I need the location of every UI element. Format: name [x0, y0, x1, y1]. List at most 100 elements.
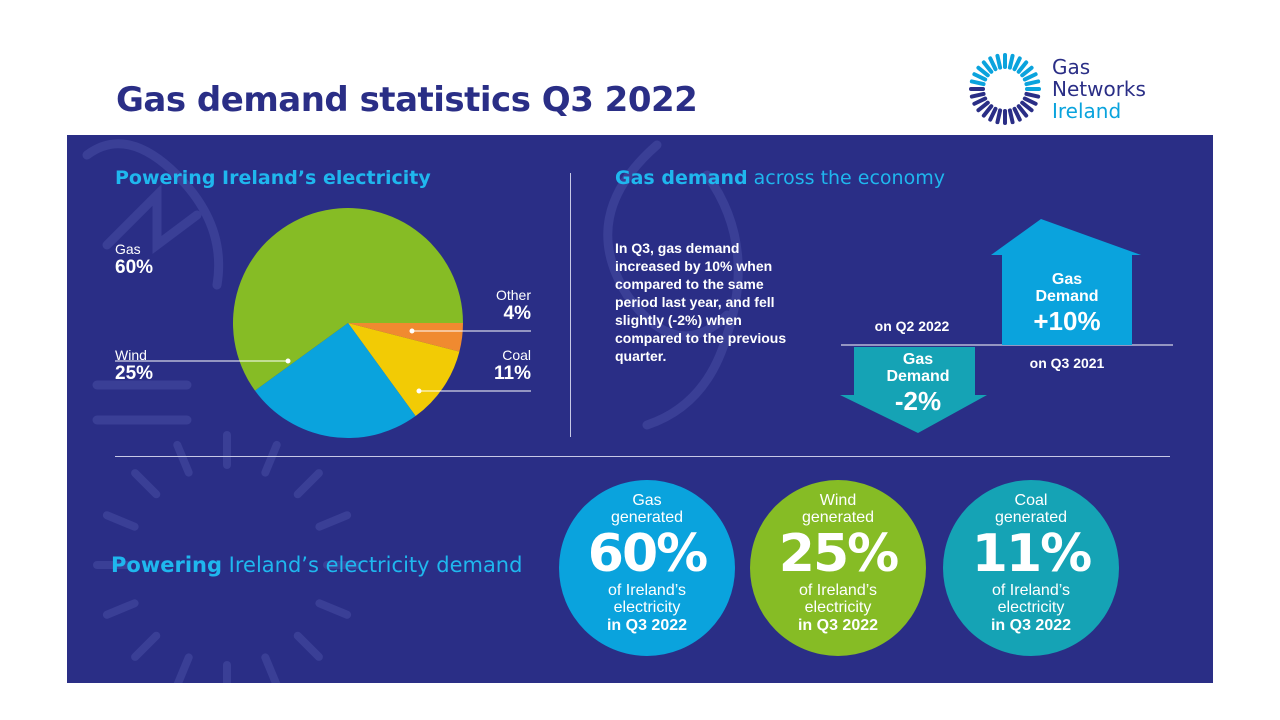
logo-tick: [1022, 96, 1038, 106]
pie-slice-wind: [254, 323, 416, 438]
pie-label-gas: Gas 60%: [115, 241, 153, 279]
pie-label-coal: Coal 11%: [471, 347, 531, 385]
logo-tick: [1022, 72, 1038, 82]
logo-tick: [1016, 60, 1029, 74]
logo-tick: [995, 53, 1003, 70]
logo-tick: [972, 96, 988, 106]
logo-ring-icon: [969, 53, 1041, 125]
logo-tick: [976, 65, 990, 78]
logo-tick: [1016, 104, 1029, 118]
pie-section-title: Powering Ireland’s electricity: [115, 167, 431, 189]
sun-ray: [293, 631, 323, 661]
down-arrow-value: -2%: [894, 386, 942, 416]
demand-section-title: Gas demand across the economy: [615, 167, 945, 189]
pie-label-other: Other 4%: [471, 287, 531, 325]
logo-tick: [1012, 106, 1022, 122]
pie-label-gas-value: 60%: [115, 257, 154, 278]
gas-circle-line1: Gas: [632, 492, 662, 509]
coal-circle-line5: in Q3 2022: [990, 617, 1072, 634]
pie-slice-coal: [348, 323, 460, 417]
bottom-section-title: Powering Ireland’s electricity demand: [111, 553, 523, 577]
pie-chart: [115, 207, 531, 438]
wind-circle-line4: electricity: [804, 599, 872, 616]
leader-gas-dot: [285, 358, 291, 364]
sun-ray: [131, 631, 161, 661]
sun-ray: [315, 511, 352, 531]
coal-circle-line4: electricity: [997, 599, 1065, 616]
sun-ray: [173, 653, 193, 683]
horizontal-divider: [115, 456, 1170, 457]
logo-tick: [1020, 65, 1034, 78]
demand-description: In Q3, gas demand increased by 10% when …: [615, 240, 787, 364]
logo-tick: [995, 108, 1003, 125]
coal-stat-circle: Coal generated 11% of Ireland’s electric…: [943, 480, 1119, 656]
background-decoration: [82, 139, 743, 683]
sun-ray: [261, 440, 281, 477]
coal-circle-line1: Coal: [1014, 492, 1048, 509]
down-arrow-text: Gas Demand -2%: [853, 351, 983, 417]
wind-circle-line2: generated: [801, 509, 875, 526]
page-title: Gas demand statistics Q3 2022: [116, 80, 698, 120]
pie-label-gas-name: Gas: [115, 241, 141, 257]
infographic-panel: Powering Ireland’s electricity Gas 60% W…: [67, 135, 1213, 683]
logo-tick: [988, 106, 998, 122]
logo-tick: [969, 79, 986, 87]
wind-circle-line1: Wind: [819, 492, 857, 509]
logo-line-1: Gas: [1052, 55, 1091, 79]
coal-circle-value: 11%: [971, 524, 1092, 584]
logo-tick: [988, 56, 998, 72]
gas-circle-value: 60%: [587, 524, 708, 584]
sun-ray: [102, 599, 139, 619]
logo-tick: [981, 104, 994, 118]
pie-label-wind-value: 25%: [115, 363, 154, 384]
sun-ray: [102, 511, 139, 531]
logo-line-3: Ireland: [1052, 99, 1122, 123]
up-arrow-line2: Demand: [1035, 288, 1099, 305]
pie-label-other-value: 4%: [503, 303, 531, 324]
logo-tick: [1020, 100, 1034, 113]
logo-text: Gas Networks Ireland: [1052, 56, 1146, 122]
up-arrow-line1: Gas: [1051, 271, 1083, 288]
logo-tick: [972, 72, 988, 82]
logo-tick: [1012, 56, 1022, 72]
up-arrow-text: Gas Demand +10%: [1002, 271, 1132, 337]
logo-tick: [1024, 79, 1041, 87]
sun-rays-decoration: [93, 431, 361, 683]
wind-circle-value: 25%: [778, 524, 899, 584]
pie-slice-other: [348, 323, 463, 352]
wind-circle-line5: in Q3 2022: [797, 617, 879, 634]
pie-label-coal-value: 11%: [494, 363, 531, 384]
pie-label-wind-name: Wind: [115, 347, 147, 363]
up-arrow-value: +10%: [1033, 306, 1101, 336]
pie-label-coal-name: Coal: [502, 347, 531, 363]
logo-line-2: Networks: [1052, 77, 1146, 101]
gas-circle-line2: generated: [610, 509, 684, 526]
pie-label-other-name: Other: [495, 287, 531, 303]
gas-stat-circle: Gas generated 60% of Ireland’s electrici…: [559, 480, 735, 656]
pie-slice-gas: [232, 207, 463, 391]
pie-label-wind: Wind 25%: [115, 347, 153, 385]
logo-tick: [1024, 91, 1041, 99]
bulb-outline-decoration: [82, 139, 224, 290]
gas-networks-ireland-logo: Gas Networks Ireland: [968, 52, 1168, 125]
leader-other-dot: [409, 328, 415, 334]
down-arrow-line1: Gas: [902, 351, 934, 368]
logo-tick: [969, 91, 986, 99]
sun-ray: [315, 599, 352, 619]
flame-outline-decoration: [603, 140, 732, 341]
logo-tick: [981, 60, 994, 74]
sun-ray: [173, 440, 193, 477]
down-arrow-caption: on Q2 2022: [874, 318, 950, 334]
sun-ray: [261, 653, 281, 683]
gas-circle-line5: in Q3 2022: [606, 617, 688, 634]
wind-stat-circle: Wind generated 25% of Ireland’s electric…: [750, 480, 926, 656]
logo-tick: [976, 100, 990, 113]
up-arrow-caption: on Q3 2021: [1029, 355, 1105, 371]
coal-circle-line2: generated: [994, 509, 1068, 526]
coal-circle-line3: of Ireland’s: [992, 582, 1070, 599]
sun-ray: [131, 469, 161, 499]
gas-circle-line4: electricity: [613, 599, 681, 616]
leader-coal-dot: [416, 388, 422, 394]
vertical-divider: [570, 173, 571, 437]
down-arrow-line2: Demand: [886, 368, 950, 385]
